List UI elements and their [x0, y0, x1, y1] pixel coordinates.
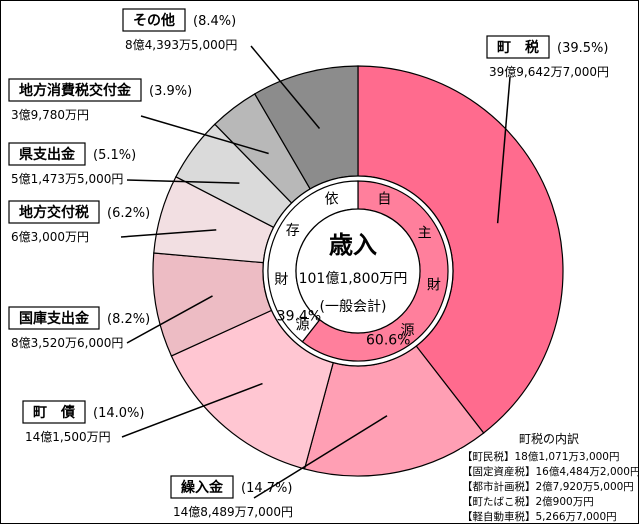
label-box — [8, 306, 100, 330]
breakdown-row-bg — [460, 479, 636, 493]
chart-title: 歳入 — [329, 231, 377, 259]
slice-amount: 3億9,780万円 — [11, 108, 89, 122]
slice-amount: 8億4,393万5,000円 — [125, 38, 237, 52]
center-hole — [295, 208, 421, 334]
leader-line — [121, 382, 263, 438]
label-item-3: 国庫支出金 (8.2%) 8億3,520万6,000円 — [8, 306, 150, 350]
slice-percent: (14.0%) — [93, 406, 144, 421]
leader-line — [126, 295, 213, 344]
slice-amount: 5億1,473万5,000円 — [11, 172, 123, 186]
slice-amount: 6億3,000万円 — [11, 230, 89, 244]
label-item-5: 県支出金 (5.1%) 5億1,473万5,000円 — [8, 142, 136, 186]
slice-name: 県支出金 — [19, 146, 76, 163]
inner-pct-izon: 39.4% — [277, 309, 321, 325]
inner-label-izon-char: 依 — [325, 192, 339, 208]
inner-label-jishu-char: 源 — [400, 323, 414, 339]
leader-line — [126, 179, 240, 184]
slice-percent: (6.2%) — [107, 206, 150, 221]
breakdown-item: 【固定資産税】16億4,484万2,000円 — [462, 465, 638, 478]
slice-percent: (8.4%) — [193, 14, 236, 29]
label-box — [486, 35, 550, 59]
label-item-6: 地方消費税交付金 (3.9%) 3億9,780万円 — [8, 78, 192, 122]
tax-breakdown: 町税の内訳【町民税】18億1,071万3,000円【固定資産税】16億4,484… — [460, 431, 639, 523]
leader-line — [253, 415, 388, 499]
slice-amount: 14億8,489万7,000円 — [173, 505, 293, 519]
center-label: 歳入 101億1,800万円 (一般会計) — [299, 231, 408, 315]
label-box — [8, 78, 142, 102]
label-box — [8, 200, 100, 224]
inner-label-jishu-char: 主 — [418, 226, 432, 242]
label-item-1: 繰入金 (14.7%) 14億8,489万7,000円 — [170, 475, 293, 519]
slice-name: 町 税 — [497, 39, 539, 56]
label-box — [170, 475, 234, 499]
slice-name: 地方交付税 — [19, 204, 89, 221]
slice-name: 国庫支出金 — [19, 310, 90, 327]
breakdown-item: 【軽自動車税】5,266万7,000円 — [462, 510, 617, 523]
leader-line — [250, 45, 321, 129]
slice-percent: (5.1%) — [93, 148, 136, 163]
inner-label-jishu-char: 自 — [377, 192, 391, 208]
breakdown-item: 【町民税】18億1,071万3,000円 — [462, 450, 619, 463]
leader-line — [496, 76, 511, 224]
label-box — [22, 400, 86, 424]
leader-lines — [120, 45, 511, 499]
breakdown-item: 【町たばこ税】2億900万円 — [462, 495, 594, 508]
inner-label-izon-char: 存 — [286, 223, 300, 239]
inner-pct-jishu: 60.6% — [366, 332, 410, 348]
slice-name: 地方消費税交付金 — [19, 82, 132, 99]
leader-line — [140, 115, 269, 155]
slice-amount: 39億9,642万7,000円 — [489, 65, 609, 79]
breakdown-row-bg — [460, 449, 636, 463]
outer-slices — [152, 65, 564, 477]
breakdown-row-bg — [460, 494, 636, 508]
label-box — [8, 142, 86, 166]
label-item-0: 町 税 (39.5%) 39億9,642万7,000円 — [486, 35, 609, 79]
label-item-7: その他 (8.4%) 8億4,393万5,000円 — [122, 8, 237, 52]
slice-percent: (39.5%) — [557, 41, 608, 56]
breakdown-row-bg — [460, 509, 636, 523]
slice-name: 町 債 — [33, 404, 75, 421]
leader-line — [120, 229, 217, 238]
slice-percent: (14.7%) — [241, 481, 292, 496]
chart-total: 101億1,800万円 — [299, 271, 408, 287]
slice-percent: (8.2%) — [107, 312, 150, 327]
slice-amount: 8億3,520万6,000円 — [11, 336, 123, 350]
slice-amount: 14億1,500万円 — [25, 430, 111, 444]
breakdown-title: 町税の内訳 — [519, 431, 579, 446]
inner-label-jishu-char: 財 — [427, 277, 441, 293]
slice-name: その他 — [133, 12, 175, 29]
label-box — [122, 8, 186, 32]
breakdown-row-bg — [460, 464, 636, 478]
chart-subtitle: (一般会計) — [320, 299, 387, 315]
inner-label-izon-char: 源 — [296, 317, 310, 333]
inner-label-izon-char: 財 — [274, 272, 288, 288]
slice-name: 繰入金 — [181, 479, 224, 496]
label-item-4: 地方交付税 (6.2%) 6億3,000万円 — [8, 200, 150, 244]
label-item-2: 町 債 (14.0%) 14億1,500万円 — [22, 400, 144, 444]
breakdown-item: 【都市計画税】2億7,920万5,000円 — [462, 480, 634, 493]
slice-percent: (3.9%) — [149, 84, 192, 99]
